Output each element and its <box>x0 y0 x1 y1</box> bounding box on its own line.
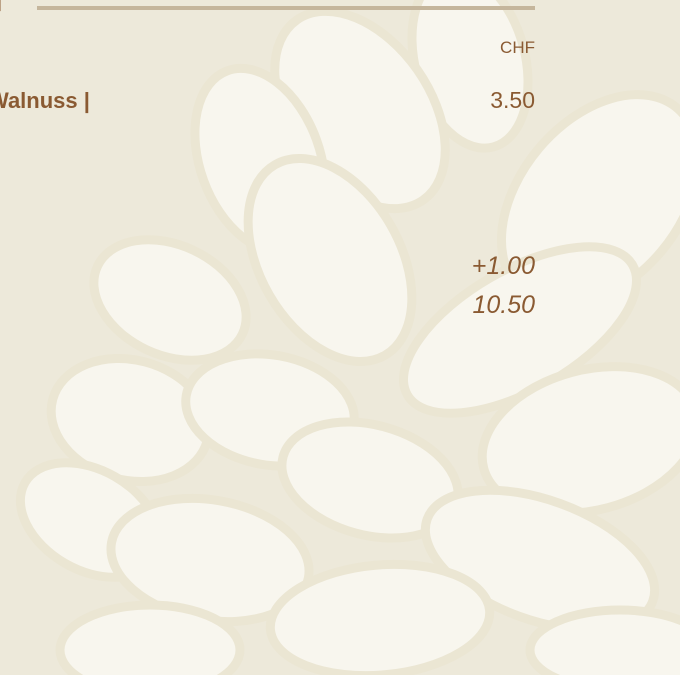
decoration <box>0 0 680 675</box>
pinecone-illustration <box>0 0 680 675</box>
extra-price: 10.50 <box>472 291 535 320</box>
page: {"header": {"fragment": "|"}, "menu": {"… <box>0 0 680 675</box>
item-price: 3.50 <box>490 87 535 114</box>
extra-price: +1.00 <box>472 252 535 281</box>
heading-fragment: | <box>0 0 2 12</box>
currency: CHF <box>500 38 535 58</box>
item-name: Walnuss | <box>0 88 90 114</box>
